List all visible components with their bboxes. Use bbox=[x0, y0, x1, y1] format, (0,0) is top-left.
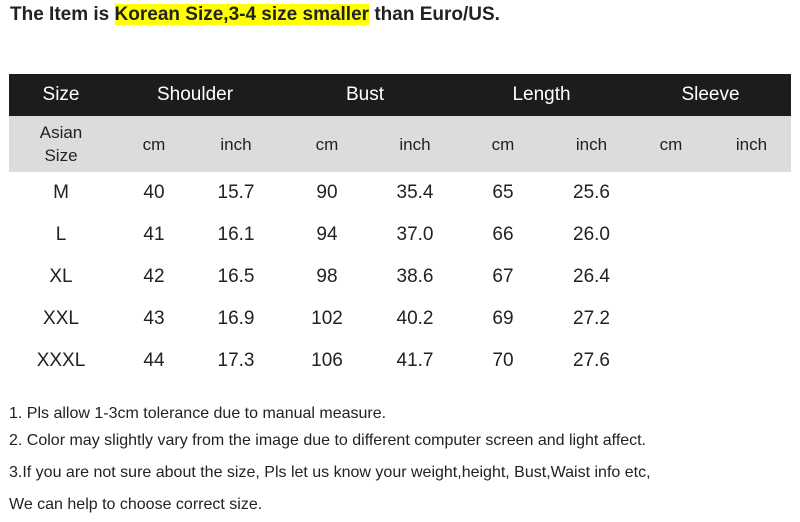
size-chart-table: Size Shoulder Bust Length Sleeve Asian Si… bbox=[9, 74, 792, 382]
measurement-cell: 40.2 bbox=[396, 308, 434, 329]
measurement-cell: 43 bbox=[143, 308, 165, 329]
note-4: We can help to choose correct size. bbox=[9, 496, 263, 513]
table-row: XXL 43 16.9 102 40.2 69 27.2 bbox=[9, 298, 791, 340]
header-size: Size bbox=[9, 74, 113, 116]
measurement-cell bbox=[630, 256, 712, 298]
measurement-cell: 67 bbox=[492, 266, 514, 287]
measurement-cell: 65 bbox=[492, 182, 514, 203]
measurement-cell: 37.0 bbox=[396, 224, 434, 245]
measurement-cell: 44 bbox=[143, 350, 165, 371]
size-cell: XXXL bbox=[36, 350, 86, 371]
unit-cell: inch bbox=[553, 116, 630, 172]
size-cell: XXL bbox=[43, 308, 79, 329]
unit-cell: inch bbox=[195, 116, 277, 172]
note-1: 1. Pls allow 1-3cm tolerance due to manu… bbox=[9, 405, 387, 422]
header-shoulder: Shoulder bbox=[113, 74, 277, 116]
header-length: Length bbox=[453, 74, 630, 116]
measurement-cell: 106 bbox=[311, 350, 343, 371]
measurement-cell: 26.0 bbox=[573, 224, 610, 245]
measurement-cell: 69 bbox=[492, 308, 514, 329]
size-cell: M bbox=[53, 182, 69, 203]
measurement-cell: 94 bbox=[316, 224, 338, 245]
measurement-cell: 17.3 bbox=[217, 350, 255, 371]
measurement-cell: 16.5 bbox=[217, 266, 255, 287]
size-cell: L bbox=[55, 224, 67, 245]
measurement-cell bbox=[630, 298, 712, 340]
unit-cell: inch bbox=[712, 116, 792, 172]
table-row: L 41 16.1 94 37.0 66 26.0 bbox=[9, 214, 791, 256]
header-sleeve: Sleeve bbox=[630, 74, 792, 116]
measurement-cell: 66 bbox=[492, 224, 514, 245]
measurement-cell: 26.4 bbox=[573, 266, 610, 287]
measurement-cell: 102 bbox=[311, 308, 343, 329]
note-2: 2. Color may slightly vary from the imag… bbox=[9, 432, 647, 449]
unit-cell: cm bbox=[277, 116, 377, 172]
unit-row: Asian Size cm inch cm inch cm inch cm inc… bbox=[9, 116, 792, 172]
measurement-cell: 41 bbox=[143, 224, 165, 245]
table-row: M 40 15.7 90 35.4 65 25.6 bbox=[9, 172, 791, 214]
header-bust: Bust bbox=[277, 74, 453, 116]
unit-cell: cm bbox=[630, 116, 712, 172]
measurement-cell: 27.2 bbox=[573, 308, 610, 329]
note-3: 3.If you are not sure about the size, Pl… bbox=[9, 464, 651, 481]
measurement-cell: 98 bbox=[316, 266, 338, 287]
table-header-row: Size Shoulder Bust Length Sleeve bbox=[9, 74, 792, 116]
measurement-cell: 41.7 bbox=[396, 350, 434, 371]
measurement-cell: 42 bbox=[143, 266, 165, 287]
measurement-cell: 70 bbox=[492, 350, 514, 371]
measurement-cell bbox=[630, 214, 712, 256]
size-cell: XL bbox=[49, 266, 73, 287]
measurement-cell: 27.6 bbox=[573, 350, 610, 371]
measurement-cell bbox=[712, 256, 791, 298]
measurement-cell: 25.6 bbox=[573, 182, 610, 203]
table-body: M 40 15.7 90 35.4 65 25.6 L 41 16.1 94 37.0 66 26.0 XL… bbox=[9, 172, 791, 382]
table-row: XXXL 44 17.3 106 41.7 70 27.6 bbox=[9, 340, 791, 382]
measurement-cell: 35.4 bbox=[396, 182, 434, 203]
measurement-cell: 90 bbox=[316, 182, 338, 203]
measurement-cell: 16.1 bbox=[217, 224, 255, 245]
measurement-cell: 15.7 bbox=[217, 182, 255, 203]
headline-prefix: The Item is bbox=[10, 4, 115, 25]
measurement-cell bbox=[712, 214, 791, 256]
unit-cell: cm bbox=[453, 116, 553, 172]
headline-suffix: than Euro/US. bbox=[369, 4, 500, 25]
measurement-cell bbox=[630, 340, 712, 382]
unit-cell: inch bbox=[377, 116, 453, 172]
asian-size-label: Asian Size bbox=[9, 116, 113, 172]
table-row: XL 42 16.5 98 38.6 67 26.4 bbox=[9, 256, 791, 298]
measurement-cell bbox=[630, 172, 712, 214]
measurement-cell: 40 bbox=[143, 182, 165, 203]
headline-highlight: Korean Size,3-4 size smaller bbox=[114, 4, 370, 25]
measurement-cell: 38.6 bbox=[396, 266, 434, 287]
headline: The Item is Korean Size,3-4 size smaller… bbox=[10, 4, 500, 26]
measurement-cell bbox=[712, 340, 791, 382]
measurement-cell bbox=[712, 298, 791, 340]
unit-cell: cm bbox=[113, 116, 195, 172]
measurement-cell bbox=[712, 172, 791, 214]
measurement-cell: 16.9 bbox=[217, 308, 255, 329]
